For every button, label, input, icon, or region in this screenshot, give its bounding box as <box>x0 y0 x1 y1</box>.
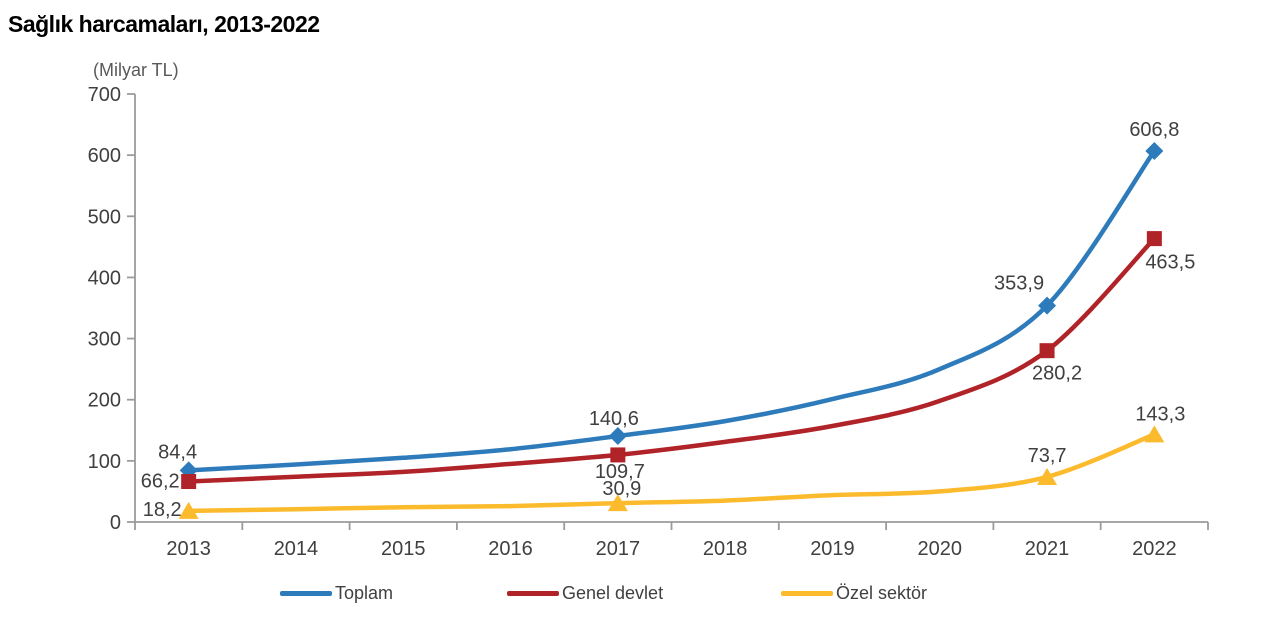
data-label-ozel-sektor: 143,3 <box>1135 403 1185 425</box>
legend-swatch-ozel-sektor <box>781 590 833 596</box>
x-axis-tick-label: 2016 <box>488 538 533 560</box>
data-label-ozel-sektor: 30,9 <box>602 478 641 500</box>
marker-triangle-ozel-sektor <box>607 494 628 512</box>
marker-square-genel-devlet <box>1039 343 1055 359</box>
x-axis-tick-label: 2021 <box>1025 538 1070 560</box>
marker-triangle-ozel-sektor <box>1037 467 1058 485</box>
x-axis-tick-label: 2013 <box>166 538 211 560</box>
y-axis-tick-label: 200 <box>88 390 121 412</box>
series-line-genel-devlet <box>186 236 1157 484</box>
marker-square-genel-devlet <box>1146 231 1162 247</box>
data-label-toplam: 353,9 <box>994 273 1044 295</box>
x-axis-tick-label: 2022 <box>1132 538 1177 560</box>
legend-item-ozel-sektor: Özel sektör <box>781 583 927 603</box>
y-axis-tick-label: 300 <box>88 329 121 351</box>
legend-label-toplam: Toplam <box>335 582 394 603</box>
x-axis-tick-label: 2019 <box>810 538 855 560</box>
data-label-genel-devlet: 66,2 <box>141 471 180 493</box>
legend-swatch-genel-devlet <box>507 590 559 596</box>
line-chart-canvas: 0 100 200 300 400 500 600 700 2013 2014 2015 2016 20… <box>88 60 1209 560</box>
data-label-toplam: 84,4 <box>158 441 197 463</box>
legend-swatch-toplam <box>280 590 332 596</box>
y-axis-tick-label: 700 <box>88 84 121 106</box>
legend-item-toplam: Toplam <box>280 583 393 603</box>
marker-diamond-toplam <box>1145 141 1164 160</box>
x-axis-tick-label: 2018 <box>703 538 748 560</box>
data-label-toplam: 140,6 <box>589 408 639 430</box>
data-label-genel-devlet: 109,7 <box>595 461 645 483</box>
chart-legend: Toplam Genel devlet Özel sektör <box>0 583 1280 605</box>
data-label-genel-devlet: 280,2 <box>1032 363 1082 385</box>
y-axis-tick-label: 0 <box>110 512 121 534</box>
data-label-toplam: 606,8 <box>1129 119 1179 141</box>
series-line-toplam <box>186 148 1157 473</box>
data-label-ozel-sektor: 18,2 <box>143 499 182 521</box>
y-axis-tick-label: 400 <box>88 267 121 289</box>
marker-diamond-toplam <box>1038 296 1057 315</box>
x-axis-tick-label: 2015 <box>381 538 426 560</box>
x-axis-tick-label: 2014 <box>274 538 319 560</box>
marker-triangle-ozel-sektor <box>178 501 199 519</box>
x-axis-tick-label: 2020 <box>918 538 963 560</box>
y-axis-unit-label: (Milyar TL) <box>93 60 179 80</box>
marker-square-genel-devlet <box>181 474 197 490</box>
data-label-ozel-sektor: 73,7 <box>1028 445 1067 467</box>
marker-diamond-toplam <box>608 427 627 446</box>
y-axis-tick-label: 500 <box>88 206 121 228</box>
legend-label-ozel-sektor: Özel sektör <box>836 582 928 603</box>
x-axis-tick-label: 2017 <box>596 538 641 560</box>
legend-label-genel-devlet: Genel devlet <box>562 582 664 603</box>
legend-item-genel-devlet: Genel devlet <box>507 583 663 603</box>
data-label-genel-devlet: 463,5 <box>1145 252 1195 274</box>
series-line-ozel-sektor <box>186 432 1157 514</box>
y-axis-tick-label: 600 <box>88 145 121 167</box>
y-axis-tick-label: 100 <box>88 451 121 473</box>
chart-title: Sağlık harcamaları, 2013-2022 <box>8 11 320 37</box>
marker-triangle-ozel-sektor <box>1144 425 1165 443</box>
marker-square-genel-devlet <box>610 447 626 463</box>
